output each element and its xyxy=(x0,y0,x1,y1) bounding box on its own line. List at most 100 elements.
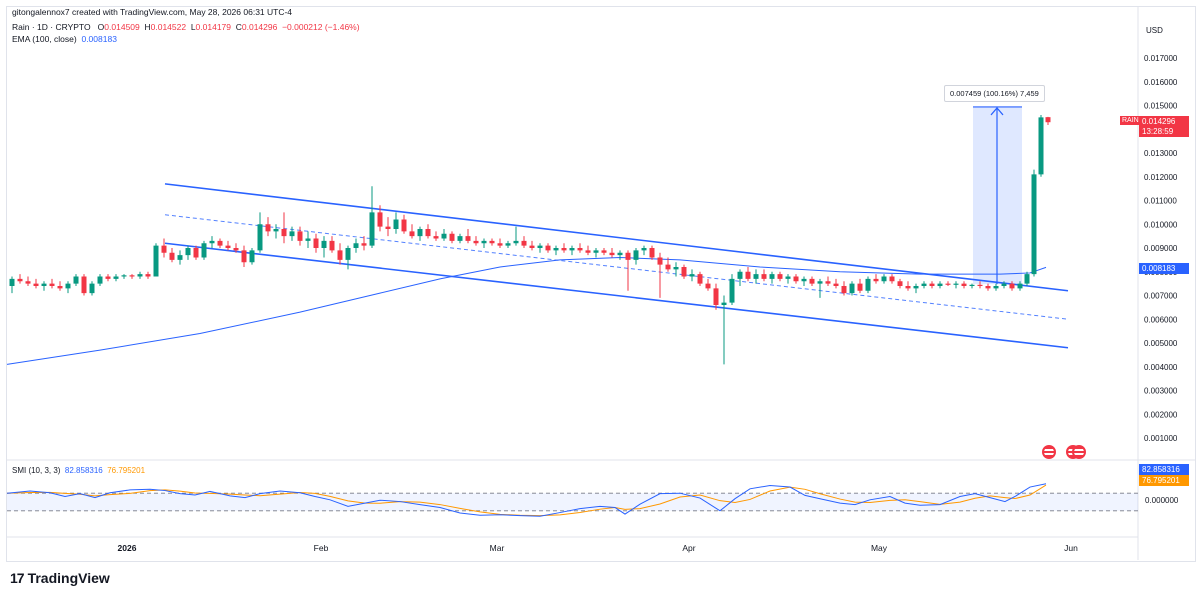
candle-down xyxy=(657,257,663,265)
candle-down xyxy=(81,276,87,294)
candle-up xyxy=(769,274,775,279)
price-tick-label: 0.015000 xyxy=(1144,102,1178,111)
smi-legend[interactable]: SMI (10, 3, 3) 82.858316 76.795201 xyxy=(12,466,145,475)
candle-down xyxy=(961,283,967,286)
candle-up xyxy=(137,274,143,277)
candle-up xyxy=(353,243,359,248)
candle-down xyxy=(649,248,655,258)
price-tick-label: 0.016000 xyxy=(1144,78,1178,87)
candle-down xyxy=(625,252,631,260)
us-flag-icon[interactable] xyxy=(1042,445,1056,459)
smi-label: SMI (10, 3, 3) xyxy=(12,466,61,475)
candle-down xyxy=(609,252,615,256)
ema-label: EMA (100, close) xyxy=(12,34,77,44)
last-price-tag: 0.014296 xyxy=(1139,116,1189,127)
ema-value: 0.008183 xyxy=(81,34,117,44)
smi-line xyxy=(6,483,1047,517)
currency-label[interactable]: USD xyxy=(1146,26,1163,35)
price-tick-label: 0.004000 xyxy=(1144,363,1178,372)
candle-up xyxy=(305,238,311,241)
candle-down xyxy=(401,219,407,232)
candle-up xyxy=(209,240,215,244)
candle-up xyxy=(993,286,999,289)
candle-up xyxy=(505,243,511,246)
candle-down xyxy=(329,240,335,251)
channel-upper-line xyxy=(164,183,1069,292)
candle-down xyxy=(985,286,991,289)
candle-down xyxy=(521,240,527,246)
close-value: 0.014296 xyxy=(241,22,278,32)
symbol-legend[interactable]: Rain · 1D · CRYPTO O0.014509 H0.014522 L… xyxy=(12,22,360,32)
candle-down xyxy=(929,283,935,286)
candle-up xyxy=(673,267,679,270)
candle-up xyxy=(785,276,791,279)
candle-up xyxy=(953,283,959,285)
candle-up xyxy=(633,250,639,260)
candle-down xyxy=(297,231,303,241)
open-value: 0.014509 xyxy=(104,22,140,32)
ema-price-tag: 0.008183 xyxy=(1139,263,1189,274)
ema-line xyxy=(6,256,1047,365)
candle-up xyxy=(721,302,727,305)
candle-up xyxy=(9,278,15,286)
candle-up xyxy=(513,240,519,244)
date-tick-label: Mar xyxy=(490,543,505,553)
candle-up xyxy=(569,248,575,251)
price-tick-label: 0.005000 xyxy=(1144,339,1178,348)
candle-down xyxy=(433,236,439,239)
candle-down xyxy=(161,245,167,253)
candle-down xyxy=(281,229,287,237)
candle-up xyxy=(913,286,919,289)
candle-down xyxy=(601,250,607,253)
symbol-name: Rain · 1D · CRYPTO xyxy=(12,22,91,32)
us-flag-icon[interactable] xyxy=(1072,445,1086,459)
candle-up xyxy=(273,229,279,232)
candle-up xyxy=(89,283,95,294)
candle-down xyxy=(977,284,983,286)
candle-down xyxy=(825,281,831,284)
smi-zero-label: 0.000000 xyxy=(1145,496,1179,505)
candle-down xyxy=(57,286,63,289)
signal-value: 76.795201 xyxy=(107,466,146,475)
candle-up xyxy=(153,245,159,277)
tradingview-logo-icon: 17 xyxy=(10,570,25,586)
candle-up xyxy=(617,252,623,256)
candle-down xyxy=(681,267,687,277)
tradingview-logo[interactable]: 17 TradingView xyxy=(10,570,110,586)
candle-up xyxy=(1038,117,1044,175)
ema-legend[interactable]: EMA (100, close) 0.008183 xyxy=(12,34,117,44)
candle-up xyxy=(753,274,759,279)
candle-down xyxy=(793,276,799,282)
candle-up xyxy=(369,212,375,246)
candle-up xyxy=(393,219,399,229)
candle-down xyxy=(489,240,495,244)
candle-up xyxy=(553,248,559,251)
change-value: −0.000212 (−1.46%) xyxy=(282,22,360,32)
candle-up xyxy=(481,240,487,244)
candle-down xyxy=(193,248,199,258)
smi-signal-line xyxy=(6,484,1047,517)
candle-down xyxy=(145,274,151,277)
candle-down xyxy=(777,274,783,279)
tradingview-logo-text: TradingView xyxy=(27,570,110,586)
candle-up xyxy=(121,275,127,277)
candle-down xyxy=(217,240,223,246)
candle-up xyxy=(817,281,823,284)
candle-up xyxy=(177,255,183,260)
date-tick-label: Apr xyxy=(682,543,695,553)
price-tick-label: 0.003000 xyxy=(1144,387,1178,396)
candle-down xyxy=(577,248,583,251)
candle-down xyxy=(841,286,847,294)
candle-up xyxy=(65,283,71,289)
candle-up xyxy=(801,278,807,282)
candle-up xyxy=(1031,174,1037,275)
candle-down xyxy=(833,283,839,286)
candle-down xyxy=(33,283,39,286)
candle-down xyxy=(49,283,55,286)
candle-down xyxy=(313,238,319,248)
candle-up xyxy=(185,248,191,256)
candle-up xyxy=(1017,283,1023,289)
candle-up xyxy=(257,224,263,251)
candle-up xyxy=(537,245,543,248)
